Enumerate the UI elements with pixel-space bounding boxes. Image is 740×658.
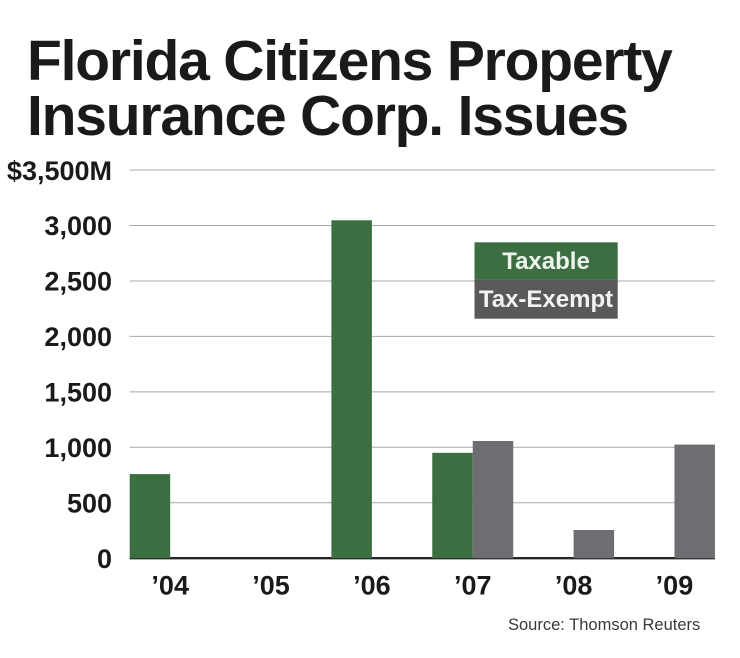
svg-text:Tax-Exempt: Tax-Exempt bbox=[479, 286, 613, 313]
svg-text:1,000: 1,000 bbox=[44, 433, 112, 463]
svg-text:3,000: 3,000 bbox=[44, 211, 112, 241]
svg-text:2,000: 2,000 bbox=[44, 322, 112, 352]
svg-text:’05: ’05 bbox=[252, 571, 290, 601]
svg-text:0: 0 bbox=[97, 544, 112, 574]
svg-text:500: 500 bbox=[67, 489, 112, 519]
svg-text:Taxable: Taxable bbox=[502, 248, 590, 275]
svg-text:’06: ’06 bbox=[353, 571, 391, 601]
svg-text:1,500: 1,500 bbox=[44, 378, 112, 408]
svg-text:2,500: 2,500 bbox=[44, 267, 112, 297]
svg-text:’07: ’07 bbox=[454, 571, 492, 601]
svg-text:$3,500M: $3,500M bbox=[7, 156, 112, 186]
svg-text:’09: ’09 bbox=[656, 571, 694, 601]
svg-text:’04: ’04 bbox=[151, 571, 189, 601]
svg-text:’08: ’08 bbox=[555, 571, 593, 601]
